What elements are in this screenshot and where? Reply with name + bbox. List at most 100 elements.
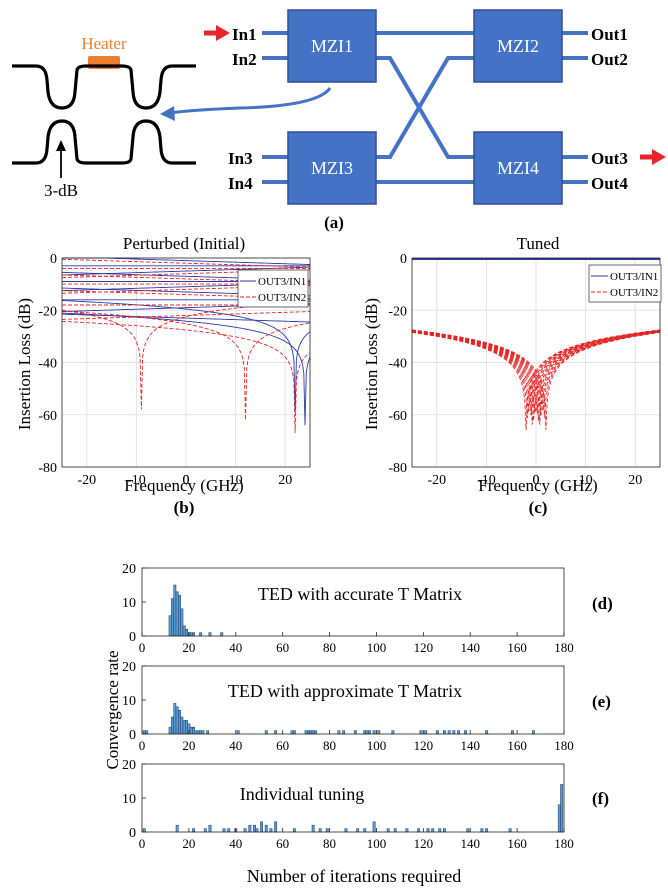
histogram-f-bar [318,828,322,833]
histogram-f-ytick-label: 10 [122,792,136,807]
mzi4-label: MZI4 [497,158,539,178]
histogram-d-label: TED with accurate T Matrix [258,584,462,604]
chart-b-ytick-label: -40 [38,357,57,372]
histogram-e-xtick-label: 20 [182,738,195,753]
histogram-e-bar [457,730,460,735]
chart-c-xtick-label: 20 [628,473,642,488]
histogram-d-bar [208,632,212,637]
histogram-e-bar [363,730,367,735]
mzi1-box [287,9,377,83]
histogram-e-bar [194,730,198,735]
chart-b-series-2-curve [62,258,310,268]
histogram-f-xtick-label: 120 [414,836,434,851]
histogram-e-bar [464,730,467,735]
histogram-e-bar [372,730,376,735]
histogram-e-xtick-label: 160 [507,738,527,753]
chart-b-ytick-label: -60 [38,409,57,424]
panel-b-chart: Perturbed (Initial) Insertion Loss (dB) … [15,234,311,517]
chart-c-ytick-label: -40 [388,357,407,372]
legend-b-series-2: OUT3/IN2 [258,292,306,304]
histogram-f-bar [426,828,430,833]
histogram-e-bar [199,730,203,735]
histogram-e-bar [304,730,308,735]
histogram-f-ytick-label: 20 [122,758,136,773]
histogram-f-xtick-label: 60 [276,836,289,851]
histogram-d-bar [199,632,203,637]
histogram-e-bar [377,730,381,735]
chart-c-xtick-label: 0 [533,473,540,488]
histogram-f-bar [175,824,179,833]
mzi1-label: MZI1 [311,36,353,56]
histogram-f-xtick-label: 140 [460,836,480,851]
histogram-e-bar [485,730,489,735]
chart-c-series-2-curve [411,330,661,413]
histogram-f-bar [274,821,278,833]
histogram-f-bar [363,828,367,833]
histogram-f-bar [480,828,484,833]
chart-b-xtick-label: -10 [127,473,146,488]
histogram-f-bar [260,821,263,833]
chart-c-legend: OUT3/IN1 OUT3/IN2 [588,264,662,303]
histogram-f-bar [243,828,247,833]
histogram-e-bar [391,730,395,735]
histogram-e-bar [185,720,188,735]
histogram-d-ytick-label: 20 [122,562,136,577]
chart-b-ytick-label: 0 [50,252,57,267]
coupler-arrow-head [56,140,66,151]
histogram-e-bar [292,730,296,735]
histogram-d-xtick-label: 80 [323,640,336,655]
histogram-f-bar [269,828,273,833]
chart-c-xtick-label: 0 [533,473,540,488]
chart-b-ytick-label: -20 [38,304,57,319]
histogram-e-bar [365,730,369,735]
histogram-e-bar [196,730,200,735]
histogram-f-bar [255,828,259,833]
chart-c-series-2-curve [411,329,661,430]
mzi3-box [287,131,377,205]
input-label-in2: In2 [232,50,257,69]
chart-b-ylabel: Insertion Loss (dB) [15,298,34,430]
histogram-e-bar [168,726,172,735]
histogram-f-bar [560,784,564,833]
histogram-f-bar [356,828,360,833]
histogram-f-bar [438,828,442,833]
chart-c-series-2-curve [411,330,661,421]
histogram-e-xtick-label: 120 [414,738,434,753]
histogram-f-bar [466,828,470,833]
histogram-e-bar [452,730,456,735]
chart-b-xlabel: Frequency (GHz) [124,476,243,495]
histogram-d-ytick-label: 0 [129,630,136,645]
histogram-e-xtick-label: 80 [323,738,336,753]
panel-a-diagram: Heater 3-dB MZI1 [12,9,666,232]
histogram-d-bar [220,632,224,637]
chart-b-legend: OUT3/IN1 OUT3/IN2 [237,269,309,308]
chart-c-ytick-label: 0 [400,252,407,267]
caption-f: (f) [592,789,609,808]
output-arrow-icon [640,149,666,165]
histogram-e-bar [182,720,186,735]
histogram-f-bar [292,828,296,833]
histogram-f-xtick-label: 100 [367,836,387,851]
histogram-e-label: TED with approximate T Matrix [228,681,462,701]
histogram-e-bar [180,716,184,735]
mesh-waveguides [262,31,588,184]
histogram-ylabel: Convergence rate [103,650,122,769]
input-label-in4: In4 [228,174,253,193]
histogram-d-xtick-label: 100 [367,640,387,655]
chart-b-series-2-curve [61,301,311,410]
output-label-out1: Out1 [591,25,628,44]
chart-c-xtick-label: -20 [427,473,446,488]
histogram-e-bar [353,730,357,735]
histogram-d-xtick-label: 20 [182,640,195,655]
histogram-e-bar [236,730,240,735]
chart-b-series-2-curve [61,310,311,421]
histogram-d-bar [173,584,177,637]
histogram-e-bar [274,730,278,735]
caption-e: (e) [592,692,611,711]
histogram-f-bar [443,828,446,833]
chart-b-xtick-label: 20 [278,473,292,488]
histogram-d-xtick-label: 0 [139,640,146,655]
histogram-e-bar [175,706,179,735]
histogram-f: Individual tuning (f) 0 10 20 0 20 40 60 80 100 1… [122,758,609,851]
